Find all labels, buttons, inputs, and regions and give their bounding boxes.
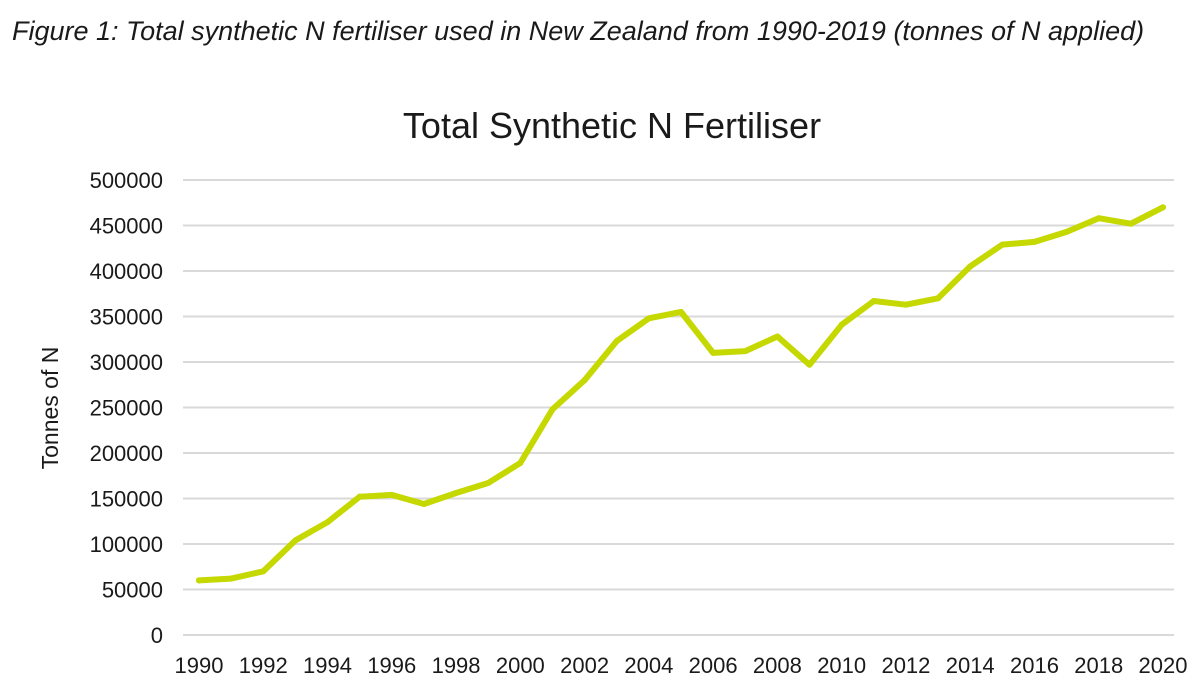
data-point [1095, 215, 1102, 222]
data-point [292, 537, 299, 544]
y-tick-label: 100000 [90, 532, 163, 557]
data-point [196, 577, 202, 584]
data-point [1031, 238, 1038, 245]
data-point [517, 460, 524, 467]
x-tick-label: 2018 [1074, 653, 1123, 678]
x-axis-tick-labels: 1990 1992 1994 1996 1998 2000 2002 2004 2006 2008… [175, 653, 1188, 678]
y-axis-label: Tonnes of N [37, 347, 63, 470]
x-tick-label: 2012 [881, 653, 930, 678]
data-point [870, 298, 877, 305]
figure-caption: Figure 1: Total synthetic N fertiliser u… [12, 16, 1145, 46]
y-tick-label: 300000 [90, 350, 163, 375]
data-point [420, 500, 427, 507]
x-tick-label: 1996 [367, 653, 416, 678]
x-tick-label: 2016 [1010, 653, 1059, 678]
series-layer [196, 204, 1166, 584]
data-point [999, 241, 1006, 248]
y-tick-label: 450000 [90, 214, 163, 239]
data-point [613, 338, 620, 345]
x-tick-label: 2008 [753, 653, 802, 678]
y-tick-label: 500000 [90, 168, 163, 193]
x-tick-label: 2004 [624, 653, 673, 678]
data-point [645, 315, 652, 322]
data-point [549, 406, 556, 413]
data-point [967, 263, 974, 270]
x-tick-label: 2020 [1139, 653, 1188, 678]
data-point [774, 333, 781, 340]
data-point [356, 493, 363, 500]
y-tick-label: 400000 [90, 259, 163, 284]
data-point [485, 480, 492, 487]
data-point [1063, 228, 1070, 235]
x-tick-label: 2010 [817, 653, 866, 678]
y-tick-label: 200000 [90, 441, 163, 466]
data-point [838, 321, 845, 328]
data-point [228, 575, 235, 582]
chart-title: Total Synthetic N Fertiliser [403, 105, 821, 146]
data-point [806, 361, 813, 368]
data-point [453, 490, 460, 497]
data-point [1127, 220, 1134, 227]
data-point [260, 568, 267, 575]
x-tick-label: 2002 [560, 653, 609, 678]
x-tick-label: 1992 [239, 653, 288, 678]
y-tick-label: 350000 [90, 305, 163, 330]
data-point [710, 349, 717, 356]
y-tick-label: 0 [151, 623, 163, 648]
data-point [742, 348, 749, 355]
series-line [196, 204, 1166, 584]
data-point [902, 301, 909, 308]
y-tick-label: 150000 [90, 487, 163, 512]
data-point [581, 377, 588, 384]
data-point [324, 519, 331, 526]
data-point [388, 491, 395, 498]
y-tick-label: 250000 [90, 396, 163, 421]
x-tick-label: 1990 [175, 653, 224, 678]
gridlines [183, 179, 1174, 636]
y-axis-tick-labels: 0 50000 100000 150000 200000 250000 300000 3500… [90, 168, 163, 648]
x-tick-label: 2000 [496, 653, 545, 678]
data-point [1160, 204, 1166, 211]
y-tick-label: 50000 [102, 578, 163, 603]
x-tick-label: 2014 [946, 653, 995, 678]
data-point [678, 308, 684, 315]
data-point [935, 295, 942, 302]
x-tick-label: 1998 [432, 653, 481, 678]
x-tick-label: 1994 [303, 653, 352, 678]
x-tick-label: 2006 [689, 653, 738, 678]
